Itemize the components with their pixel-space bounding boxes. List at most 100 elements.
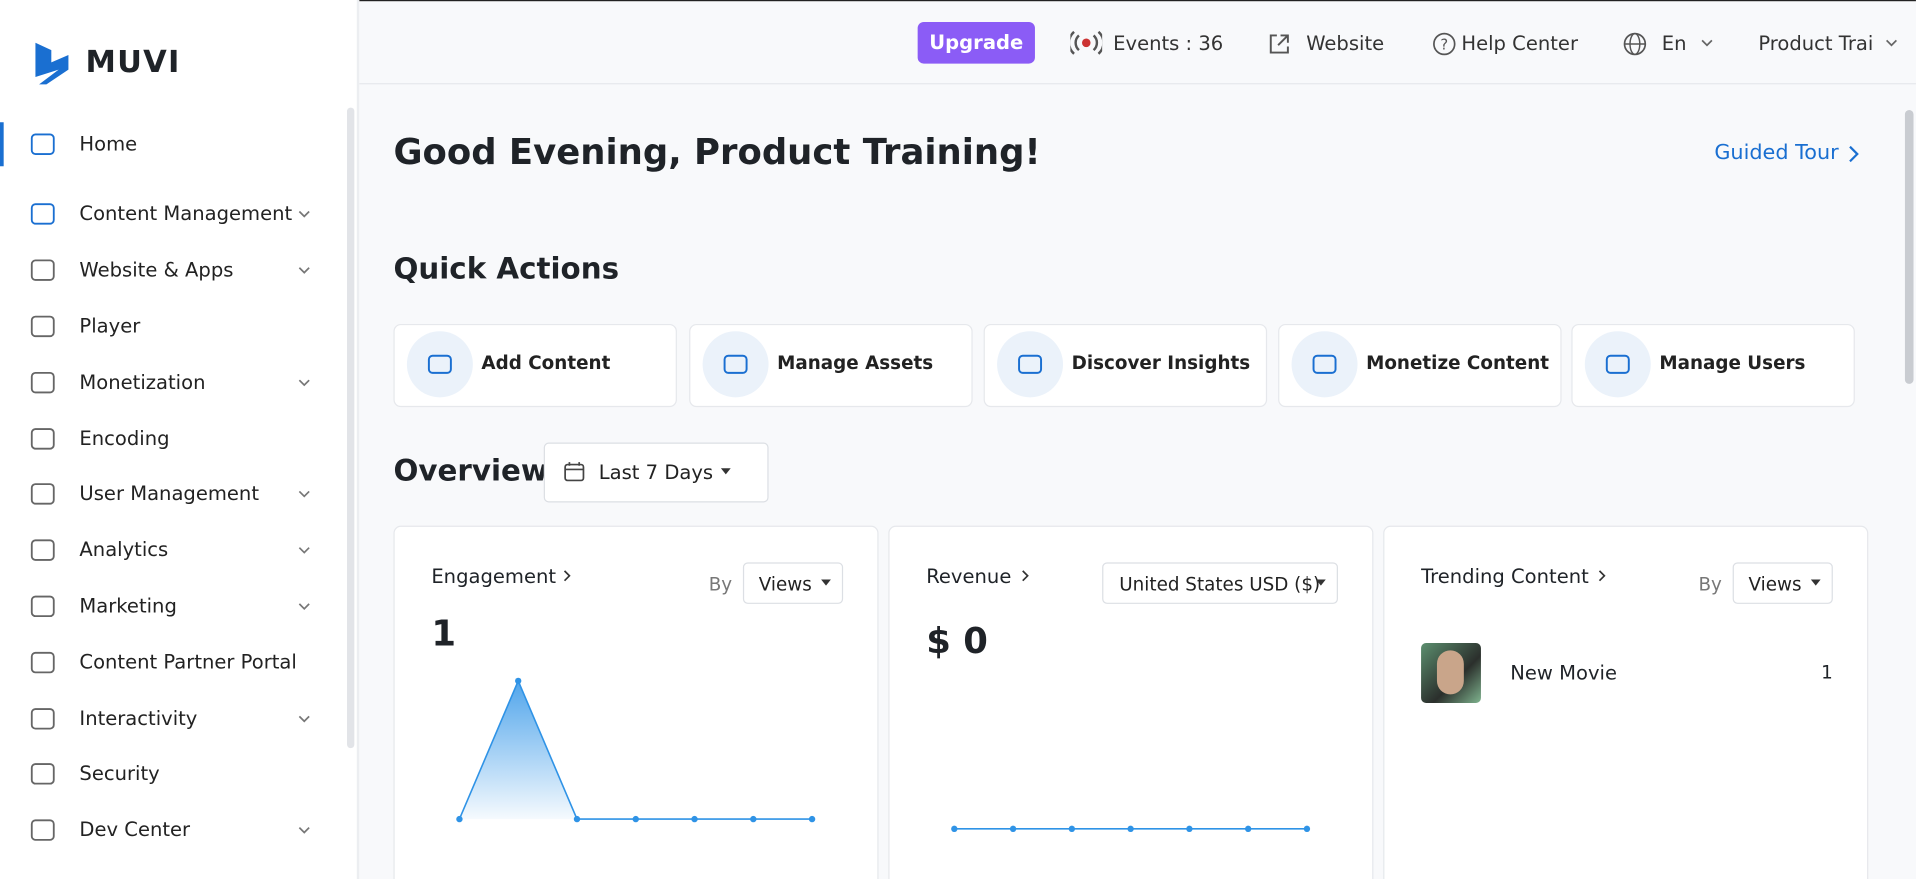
metric-label: Views [758,573,812,596]
icon-shape [30,371,55,394]
quick-action-card[interactable]: Discover Insights [983,323,1268,408]
menu-item[interactable]: Home [79,132,138,156]
chevron-path [298,490,310,498]
quick-action-label: Add Content [481,352,611,375]
menu-item[interactable]: Content Management [79,201,293,225]
menu-item[interactable]: Website & Apps [79,257,234,282]
sidebar [0,0,360,879]
currency-select[interactable]: United States USD ($) [1102,562,1338,604]
icon [723,354,748,374]
chevron-path [298,827,310,834]
chevron [1598,570,1606,582]
menu-item[interactable]: Content Partner Portal [79,650,297,674]
chevron-path [298,715,310,723]
chevron-path [1022,570,1029,582]
menu-icon [30,595,55,618]
main-scrollbar [1904,110,1914,384]
thumbnail [1421,643,1481,703]
menu-icon [30,708,55,730]
menu-item[interactable]: Analytics [79,537,169,562]
quick-action-icon [406,331,473,398]
quick-action-card[interactable]: Add Content [393,323,677,408]
quick-action-card[interactable]: Manage Assets [689,323,973,408]
card-title[interactable]: Revenue [926,564,1012,589]
menu-item[interactable]: Monetization [79,370,206,394]
icon-shape [30,133,55,155]
icon-shape [30,203,55,225]
chevron [298,490,310,498]
menu-item[interactable]: User Management [79,481,259,505]
point [808,815,816,823]
website-link[interactable]: Website [1306,31,1385,56]
quick-action-icon [1291,331,1358,398]
menu-icon [30,428,55,450]
greeting: Good Evening, Product Training! [393,130,1041,173]
icon-shape [30,708,55,730]
menu-icon [30,763,55,785]
metric-select[interactable]: Views [742,562,844,604]
trending-card: Trending Content By Views New Movie 1 [1383,525,1869,879]
caret-path [1810,579,1821,586]
menu-icon [30,483,55,505]
chevron [1701,39,1713,47]
card-title[interactable]: Trending Content [1421,564,1589,589]
menu-icon [30,371,55,394]
point [691,815,698,823]
sparkline [456,677,816,823]
chevron [1886,39,1897,47]
icon-shape [30,595,55,618]
menu-icon [30,819,55,841]
guided-tour[interactable]: Guided Tour [1714,140,1839,166]
chevron-path [563,570,571,582]
quick-action-label: Discover Insights [1071,352,1251,375]
upgrade-button[interactable]: Upgrade [917,22,1035,64]
revenue-card: Revenue United States USD ($) $ 0 [888,525,1374,879]
icon-shape [1312,354,1337,374]
help-center[interactable]: Help Center [1461,31,1578,56]
currency-label: United States USD ($) [1119,573,1321,596]
menu-item[interactable]: Encoding [79,426,170,450]
menu-item[interactable]: Interactivity [79,706,198,730]
chevron [563,570,571,582]
period-select[interactable]: Last 7 Days [543,442,769,503]
point [750,815,757,823]
quick-action-card[interactable]: Manage Users [1571,323,1855,408]
chevron [298,827,310,834]
events[interactable]: Events : 36 [1113,31,1224,56]
quick-action-icon [1584,331,1651,398]
point [1068,825,1076,833]
chevron-path [298,547,310,554]
area [459,680,813,820]
icon-shape [723,354,748,374]
menu-item[interactable]: Security [79,761,160,785]
content-name[interactable]: New Movie [1510,661,1617,685]
chevron [1022,570,1029,582]
active-indicator [0,122,4,167]
help-icon: ? [1433,32,1456,56]
icon-shape [30,315,55,338]
logo-text: MUVI [85,44,181,80]
chevron-path [298,210,310,218]
point [1244,825,1252,833]
chevron-path [1598,570,1606,582]
content-views: 1 [1821,661,1833,684]
chevron [298,267,310,274]
metric-select[interactable]: Views [1732,562,1833,604]
menu-item[interactable]: Marketing [79,594,177,618]
menu-item[interactable]: Dev Center [79,817,191,842]
user-menu[interactable]: Product Trai [1758,31,1874,56]
quick-action-card[interactable]: Monetize Content [1278,323,1562,408]
chevron [298,603,310,611]
menu-item[interactable]: Player [79,314,141,338]
section-title: Overview [393,453,549,488]
card-title[interactable]: Engagement [431,564,557,589]
menu-icon [30,259,55,281]
chevron-path [298,603,310,611]
logo-icon [35,42,69,85]
chevron [298,715,310,723]
caret [821,579,831,586]
engagement-card: Engagement By Views 1 [393,525,879,879]
language-select[interactable]: En [1661,31,1687,56]
